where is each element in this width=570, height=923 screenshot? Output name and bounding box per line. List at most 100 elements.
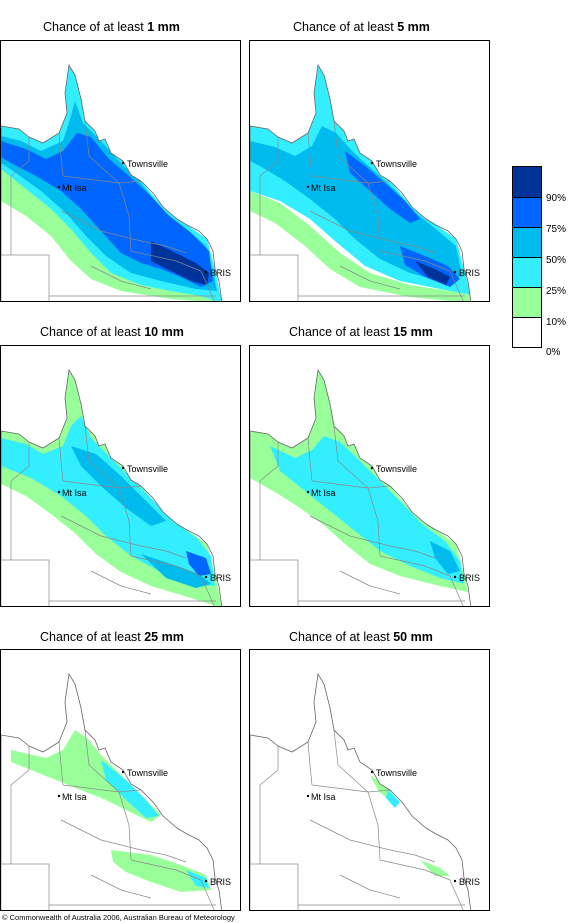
city-label: Mt Isa bbox=[311, 488, 336, 498]
townsville-marker bbox=[121, 770, 125, 774]
probability-band bbox=[386, 790, 400, 808]
legend-label-75: 75% bbox=[546, 224, 567, 235]
district-border bbox=[200, 270, 215, 301]
district-border bbox=[200, 575, 215, 606]
district-border bbox=[200, 879, 215, 910]
district-border bbox=[309, 210, 391, 242]
probability-band bbox=[270, 436, 464, 584]
probability-band bbox=[71, 446, 211, 588]
city-label: Mt Isa bbox=[62, 792, 87, 802]
city-label: Mt Isa bbox=[311, 792, 336, 802]
district-border bbox=[339, 265, 401, 290]
legend-label-10: 10% bbox=[546, 317, 567, 328]
district-border bbox=[309, 515, 391, 547]
district-border bbox=[307, 741, 313, 786]
district-border bbox=[449, 879, 464, 910]
probability-band bbox=[186, 551, 211, 576]
probability-band bbox=[1, 161, 222, 301]
mt-isa-marker bbox=[306, 794, 310, 798]
inset-box bbox=[1, 254, 50, 301]
district-border bbox=[333, 425, 369, 489]
probability-band bbox=[250, 191, 471, 301]
district-border bbox=[10, 442, 30, 482]
district-border bbox=[58, 437, 64, 482]
probability-band bbox=[250, 126, 462, 281]
brisbane-marker bbox=[204, 270, 208, 274]
land-area bbox=[250, 674, 471, 910]
district-border bbox=[259, 137, 279, 177]
legend-swatch-0 bbox=[513, 317, 541, 347]
legend-swatch-10 bbox=[513, 287, 541, 317]
probability-band bbox=[345, 151, 460, 287]
mt-isa-marker bbox=[306, 490, 310, 494]
city-label: Mt Isa bbox=[62, 183, 87, 193]
map-1mm: Townsville Mt Isa BRIS bbox=[0, 40, 241, 302]
townsville-marker bbox=[370, 161, 374, 165]
district-border bbox=[307, 437, 313, 482]
district-border bbox=[379, 250, 451, 272]
city-label: Townsville bbox=[127, 159, 168, 169]
map-50mm: Townsville Mt Isa BRIS bbox=[249, 649, 490, 911]
probability-band bbox=[11, 730, 211, 892]
probability-band bbox=[101, 760, 209, 888]
city-label: Townsville bbox=[127, 768, 168, 778]
district-border bbox=[367, 791, 381, 861]
district-border bbox=[367, 182, 381, 252]
panel-title-15mm: Chance of at least 15 mm bbox=[289, 325, 433, 339]
district-border bbox=[259, 442, 279, 482]
brisbane-marker bbox=[204, 879, 208, 883]
inset-box bbox=[1, 559, 50, 606]
city-label: BRIS bbox=[210, 268, 231, 278]
district-border bbox=[389, 240, 436, 254]
probability-band bbox=[415, 261, 450, 285]
district-border bbox=[307, 132, 313, 177]
city-label: Townsville bbox=[376, 159, 417, 169]
district-border bbox=[10, 137, 30, 177]
district-border bbox=[333, 729, 369, 793]
district-border bbox=[10, 746, 30, 786]
city-label: BRIS bbox=[210, 573, 231, 583]
city-label: BRIS bbox=[210, 877, 231, 887]
city-label: BRIS bbox=[459, 877, 480, 887]
inset-box bbox=[250, 254, 299, 301]
district-border bbox=[130, 250, 202, 272]
probability-legend bbox=[512, 166, 542, 348]
city-label: BRIS bbox=[459, 268, 480, 278]
district-border bbox=[259, 746, 279, 786]
district-border bbox=[118, 487, 132, 557]
district-border bbox=[60, 210, 142, 242]
probability-band bbox=[151, 241, 209, 285]
district-border bbox=[118, 791, 132, 861]
inset-box bbox=[250, 559, 299, 606]
district-border bbox=[118, 182, 132, 252]
district-border bbox=[140, 240, 187, 254]
legend-swatch-25 bbox=[513, 257, 541, 287]
townsville-marker bbox=[370, 770, 374, 774]
district-border bbox=[140, 849, 187, 863]
coastline bbox=[250, 368, 472, 606]
district-border bbox=[389, 849, 436, 863]
map-25mm: Townsville Mt Isa BRIS bbox=[0, 649, 241, 911]
coastline bbox=[250, 672, 472, 910]
city-label: BRIS bbox=[459, 573, 480, 583]
mt-isa-marker bbox=[57, 490, 61, 494]
panel-title-1mm: Chance of at least 1 mm bbox=[43, 20, 180, 34]
district-border bbox=[333, 120, 369, 184]
legend-swatch-50 bbox=[513, 227, 541, 257]
district-border bbox=[84, 120, 120, 184]
mt-isa-marker bbox=[57, 185, 61, 189]
brisbane-marker bbox=[453, 879, 457, 883]
district-border bbox=[90, 265, 152, 290]
legend-label-25: 25% bbox=[546, 286, 567, 297]
district-border bbox=[449, 270, 464, 301]
district-border bbox=[90, 874, 152, 899]
city-label: Townsville bbox=[376, 464, 417, 474]
legend-label-0: 0% bbox=[546, 347, 561, 358]
district-border bbox=[140, 545, 187, 559]
district-border bbox=[339, 874, 401, 899]
map-15mm: Townsville Mt Isa BRIS bbox=[249, 345, 490, 607]
panel-title-5mm: Chance of at least 5 mm bbox=[293, 20, 430, 34]
district-border bbox=[130, 555, 202, 577]
legend-swatch-75 bbox=[513, 197, 541, 227]
district-border bbox=[58, 132, 64, 177]
